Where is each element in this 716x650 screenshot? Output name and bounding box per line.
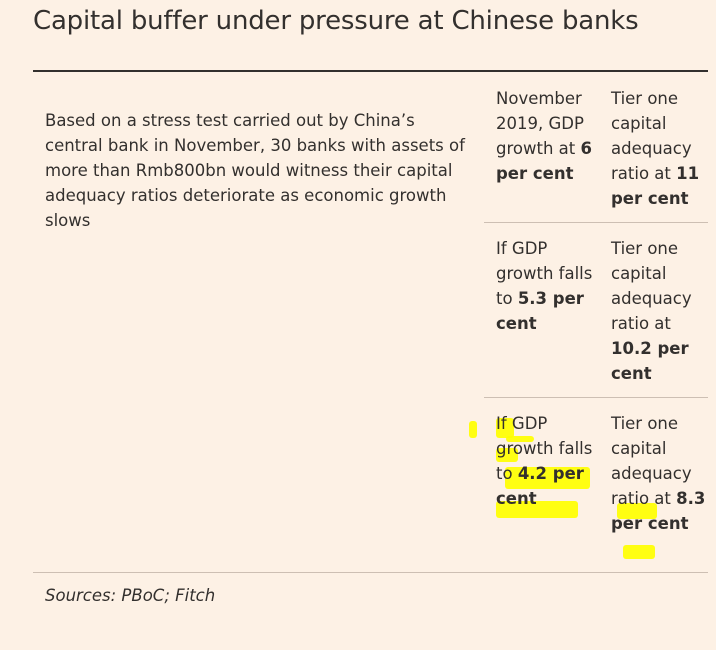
scenario-cell-2: If GDP growth falls to 5.3 per cent [496,236,608,336]
top-divider [33,70,708,72]
bottom-divider [33,572,708,573]
source-note: Sources: PBoC; Fitch [45,586,216,605]
highlight-mark [623,545,655,559]
row-divider-1 [484,222,708,223]
scenario-value-1: 6 per cent [496,139,592,183]
highlight-mark [469,421,477,438]
row-divider-2 [484,397,708,398]
scenario-value-2: 5.3 per cent [496,289,584,333]
scenario-text-1: November 2019, GDP growth at [496,89,584,158]
scenario-text-2: If GDP growth falls to [496,239,593,308]
scenario-value-3: 4.2 per cent [496,464,584,508]
chart-title: Capital buffer under pressure at Chinese… [33,6,639,36]
ratio-value-3: 8.3 per cent [611,489,706,533]
ratio-text-1: Tier one capital adequacy ratio at [611,89,692,183]
description-text: Based on a stress test carried out by Ch… [45,111,465,230]
ratio-text-3: Tier one capital adequacy ratio at [611,414,692,508]
scenario-cell-3: If GDP growth falls to 4.2 per cent [496,411,608,511]
scenario-text-3: If GDP growth falls to [496,414,593,483]
ratio-cell-3: Tier one capital adequacy ratio at 8.3 p… [611,411,711,536]
ratio-value-2: 10.2 per cent [611,339,689,383]
ratio-value-1: 11 per cent [611,164,700,208]
scenario-cell-1: November 2019, GDP growth at 6 per cent [496,86,608,186]
ratio-cell-1: Tier one capital adequacy ratio at 11 pe… [611,86,711,211]
ratio-cell-2: Tier one capital adequacy ratio at 10.2 … [611,236,711,386]
ratio-text-2: Tier one capital adequacy ratio at [611,239,692,333]
